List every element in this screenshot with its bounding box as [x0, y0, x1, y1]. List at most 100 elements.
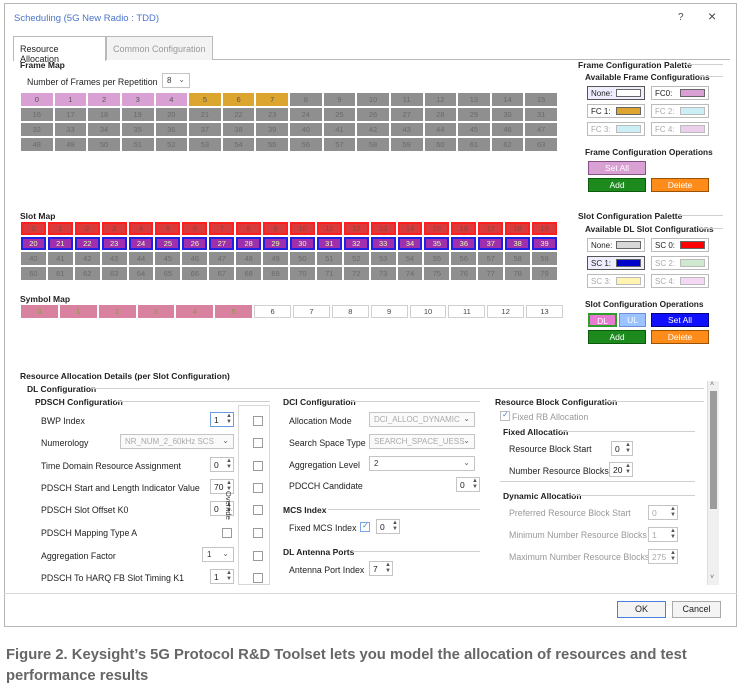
slot-cell-75[interactable]: 75 [424, 267, 450, 280]
frame-cell-52[interactable]: 52 [155, 138, 188, 151]
slot-cell-28[interactable]: 28 [236, 237, 262, 250]
slot-cell-3[interactable]: 3 [101, 222, 127, 235]
slot-delete-button[interactable]: Delete [651, 330, 709, 344]
symbol-cell-5[interactable]: 5 [215, 305, 253, 318]
close-icon[interactable]: × [708, 8, 717, 24]
frame-delete-button[interactable]: Delete [651, 178, 709, 192]
symbol-cell-12[interactable]: 12 [487, 305, 525, 318]
slot-cell-34[interactable]: 34 [397, 237, 423, 250]
rb-start-spinner[interactable]: 0 ▲ ▼ [611, 441, 633, 456]
min-rb-spinner[interactable]: 1 ▲ ▼ [648, 527, 678, 542]
override-checkbox[interactable] [253, 573, 263, 583]
frame-add-button[interactable]: Add [588, 178, 646, 192]
tab-common-configuration[interactable]: Common Configuration [106, 36, 213, 60]
override-checkbox[interactable] [253, 528, 263, 538]
fixed-rb-checkbox[interactable] [500, 410, 510, 421]
frame-cell-29[interactable]: 29 [458, 108, 490, 121]
frame-cell-24[interactable]: 24 [290, 108, 322, 121]
frame-cell-62[interactable]: 62 [491, 138, 524, 151]
frame-cell-63[interactable]: 63 [525, 138, 557, 151]
slot-cell-63[interactable]: 63 [101, 267, 127, 280]
slot-cell-64[interactable]: 64 [128, 267, 154, 280]
frame-cell-21[interactable]: 21 [189, 108, 221, 121]
numerology-select[interactable]: NR_NUM_2_60kHz SCS ⌄ [120, 434, 234, 449]
slot-cell-1[interactable]: 1 [47, 222, 73, 235]
frame-cell-3[interactable]: 3 [121, 93, 154, 106]
frame-cell-44[interactable]: 44 [424, 123, 457, 136]
aggregation-factor-select[interactable]: 1 ⌄ [202, 547, 234, 562]
frame-cell-34[interactable]: 34 [88, 123, 120, 136]
slot-cell-25[interactable]: 25 [155, 237, 181, 250]
rb-number-spinner[interactable]: 20 ▲ ▼ [609, 462, 633, 477]
slot-cell-39[interactable]: 39 [532, 237, 557, 250]
frame-cell-54[interactable]: 54 [222, 138, 255, 151]
slot-cell-32[interactable]: 32 [343, 237, 369, 250]
slot-cell-8[interactable]: 8 [236, 222, 262, 235]
frame-cell-55[interactable]: 55 [256, 138, 288, 151]
slot-cell-59[interactable]: 59 [532, 252, 557, 265]
slot-cell-46[interactable]: 46 [182, 252, 208, 265]
frame-cell-58[interactable]: 58 [357, 138, 389, 151]
slot-cell-23[interactable]: 23 [101, 237, 127, 250]
time-domain-spinner[interactable]: 0 ▲ ▼ [210, 457, 234, 472]
slot-set-all-button[interactable]: Set All [651, 313, 709, 327]
cancel-button[interactable]: Cancel [672, 601, 721, 618]
frame-cell-43[interactable]: 43 [390, 123, 423, 136]
slot-add-button[interactable]: Add [588, 330, 646, 344]
frame-cell-15[interactable]: 15 [525, 93, 557, 106]
frame-cell-41[interactable]: 41 [323, 123, 356, 136]
slot-cell-24[interactable]: 24 [128, 237, 154, 250]
slot-cell-29[interactable]: 29 [263, 237, 288, 250]
details-scrollbar[interactable]: ˄ ˅ [707, 381, 719, 585]
slot-cell-68[interactable]: 68 [236, 267, 262, 280]
frame-cell-47[interactable]: 47 [525, 123, 557, 136]
frame-cell-49[interactable]: 49 [54, 138, 87, 151]
slot-cell-17[interactable]: 17 [478, 222, 504, 235]
symbol-cell-7[interactable]: 7 [293, 305, 330, 318]
override-checkbox[interactable] [253, 483, 263, 493]
tab-resource-allocation[interactable]: Resource Allocation [13, 36, 106, 64]
slot-cell-33[interactable]: 33 [370, 237, 396, 250]
antenna-port-spinner[interactable]: 7 ▲ ▼ [369, 561, 393, 576]
slot-palette-sc0[interactable]: SC 0: [651, 238, 709, 252]
slot-cell-18[interactable]: 18 [505, 222, 531, 235]
frame-cell-51[interactable]: 51 [121, 138, 154, 151]
frame-cell-0[interactable]: 0 [21, 93, 53, 106]
frame-cell-23[interactable]: 23 [256, 108, 288, 121]
frame-palette-fc4[interactable]: FC 4: [651, 122, 709, 136]
frame-cell-57[interactable]: 57 [323, 138, 356, 151]
slot-cell-73[interactable]: 73 [370, 267, 396, 280]
frame-cell-45[interactable]: 45 [458, 123, 490, 136]
frame-cell-30[interactable]: 30 [491, 108, 524, 121]
bwp-index-spinner[interactable]: 1 ▲ ▼ [210, 412, 234, 427]
frame-palette-fc0[interactable]: FC0: [651, 86, 709, 100]
slot-cell-55[interactable]: 55 [424, 252, 450, 265]
frame-cell-56[interactable]: 56 [290, 138, 322, 151]
override-checkbox[interactable] [253, 461, 263, 471]
scroll-up-icon[interactable]: ˄ [710, 381, 715, 388]
slot-cell-49[interactable]: 49 [263, 252, 288, 265]
max-rb-spinner[interactable]: 275 ▲ ▼ [648, 549, 678, 564]
frame-cell-61[interactable]: 61 [458, 138, 490, 151]
frame-cell-53[interactable]: 53 [189, 138, 221, 151]
frame-cell-16[interactable]: 16 [21, 108, 53, 121]
slot-cell-14[interactable]: 14 [397, 222, 423, 235]
scroll-down-icon[interactable]: ˅ [710, 574, 715, 581]
override-checkbox[interactable] [253, 416, 263, 426]
frame-palette-fc3[interactable]: FC 3: [587, 122, 645, 136]
slot-cell-70[interactable]: 70 [289, 267, 315, 280]
slot-cell-53[interactable]: 53 [370, 252, 396, 265]
slot-cell-26[interactable]: 26 [182, 237, 208, 250]
slot-cell-66[interactable]: 66 [182, 267, 208, 280]
slot-cell-4[interactable]: 4 [128, 222, 154, 235]
search-space-select[interactable]: SEARCH_SPACE_UESS ⌄ [369, 434, 475, 449]
slot-cell-72[interactable]: 72 [343, 267, 369, 280]
slot-cell-6[interactable]: 6 [182, 222, 208, 235]
frame-cell-17[interactable]: 17 [54, 108, 87, 121]
frame-cell-2[interactable]: 2 [88, 93, 120, 106]
slot-cell-27[interactable]: 27 [209, 237, 235, 250]
slot-cell-38[interactable]: 38 [505, 237, 531, 250]
slot-palette-sc4[interactable]: SC 4: [651, 274, 709, 288]
slot-cell-30[interactable]: 30 [289, 237, 315, 250]
frame-cell-37[interactable]: 37 [189, 123, 221, 136]
